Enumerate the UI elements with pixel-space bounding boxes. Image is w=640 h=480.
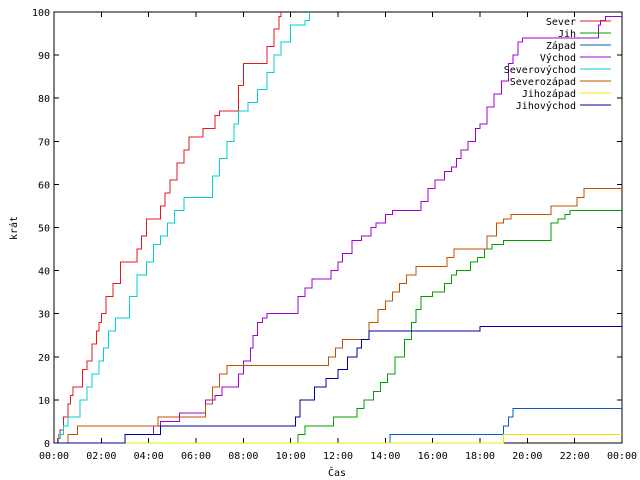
- x-tick-label: 16:00: [418, 451, 448, 462]
- x-tick-label: 06:00: [181, 451, 211, 462]
- series-lines: [54, 12, 622, 444]
- legend-label: Jihovýchod: [516, 100, 576, 112]
- legend-label: Sever: [546, 17, 576, 28]
- legend-label: Jih: [558, 29, 576, 40]
- legend-label: Jihozápad: [522, 88, 576, 100]
- y-tick-label: 100: [32, 8, 50, 19]
- legend-label: Východ: [540, 52, 576, 64]
- y-tick-label: 70: [38, 137, 50, 148]
- y-axis-label: krát: [8, 216, 20, 240]
- y-tick-label: 80: [38, 94, 50, 105]
- x-tick-label: 04:00: [134, 451, 164, 462]
- x-tick-label: 02:00: [86, 451, 116, 462]
- x-tick-label: 14:00: [370, 451, 400, 462]
- y-tick-label: 30: [38, 310, 50, 321]
- x-tick-label: 08:00: [228, 451, 258, 462]
- y-tick-label: 10: [38, 396, 50, 407]
- x-tick-label: 20:00: [512, 451, 542, 462]
- y-tick-label: 20: [38, 353, 50, 364]
- legend-label: Západ: [546, 40, 576, 52]
- x-tick-label: 00:00: [39, 451, 69, 462]
- legend-label: Severovýchod: [504, 64, 576, 76]
- x-tick-label: 00:00: [607, 451, 637, 462]
- x-axis-label: Čas: [328, 466, 346, 479]
- x-tick-label: 10:00: [276, 451, 306, 462]
- series-line-Jihozápad: [54, 433, 622, 444]
- series-line-Jihovýchod: [54, 326, 622, 444]
- y-tick-label: 60: [38, 180, 50, 191]
- series-line-Sever: [54, 12, 282, 444]
- y-tick-label: 40: [38, 267, 50, 278]
- x-tick-label: 22:00: [560, 451, 590, 462]
- x-tick-label: 12:00: [323, 451, 353, 462]
- x-tick-label: 18:00: [465, 451, 495, 462]
- series-line-Jih: [54, 209, 622, 444]
- series-line-Východ: [54, 15, 622, 444]
- series-line-Severovýchod: [54, 12, 311, 444]
- series-line-Severozápad: [54, 188, 622, 444]
- y-tick-label: 50: [38, 224, 50, 235]
- y-tick-label: 0: [44, 439, 50, 450]
- legend-label: Severozápad: [510, 76, 576, 88]
- y-tick-label: 90: [38, 51, 50, 62]
- legend: SeverJihZápadVýchodSeverovýchodSeverozáp…: [504, 17, 611, 112]
